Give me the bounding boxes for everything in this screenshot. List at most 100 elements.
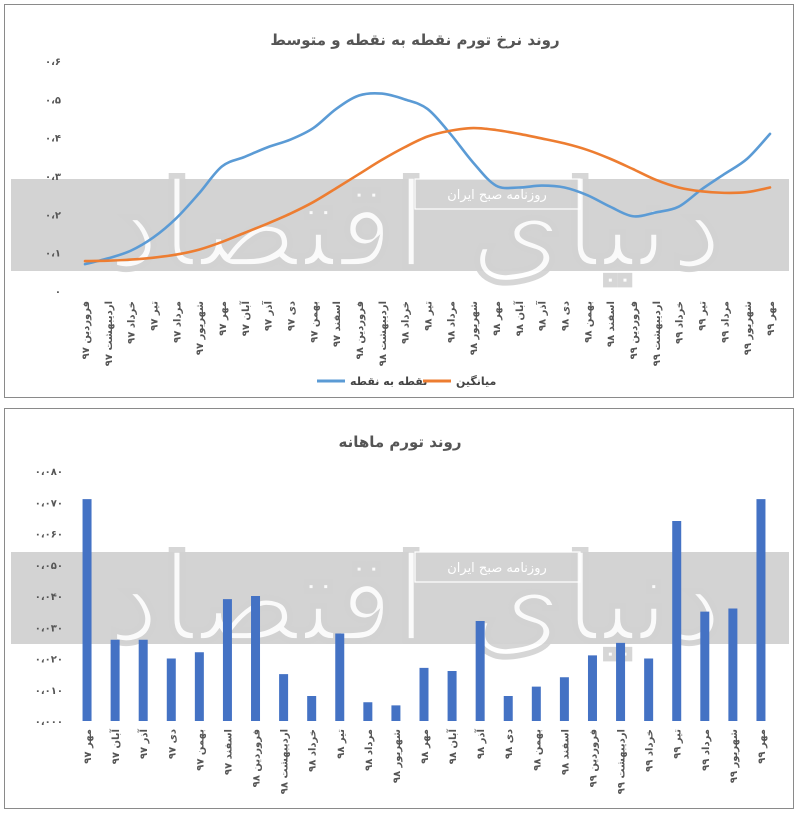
bar [391,705,401,721]
y-tick-label: ۰،۳ [45,172,61,183]
bar [559,677,569,721]
bar [728,608,738,721]
bar [587,655,597,721]
y-axis-ticks: ۰ ۰،۱ ۰،۲ ۰،۳ ۰،۴ ۰،۵ ۰،۶ [45,57,61,298]
y-tick-label: ۰،۰۸۰ [35,467,63,478]
bar [644,658,654,721]
y-tick-label: ۰ [55,287,61,298]
bars [82,499,766,721]
x-tick-label: اسفند ۹۸ [560,729,571,775]
x-tick-label: فروردین ۹۹ [588,729,599,787]
x-tick-label: بهمن ۹۸ [532,729,543,771]
y-tick-label: ۰،۵ [45,95,61,106]
line-chart: دنیای اقتصاد روزنامه صبح ایران روند نرخ … [11,31,789,388]
bar [194,652,204,721]
x-tick-label: خرداد ۹۸ [401,301,412,344]
watermark-source-box [414,178,581,210]
bar [419,667,429,721]
bar [363,702,373,721]
x-tick-label: مرداد ۹۹ [701,729,712,771]
x-tick-label: مهر ۹۷ [83,729,94,764]
bar [110,639,120,721]
watermark-source: روزنامه صبح ایران [447,188,547,203]
x-tick-label: اردیبهشت ۹۹ [617,729,628,794]
x-tick-label: اسفند ۹۷ [332,301,343,347]
x-tick-label: دی ۹۷ [167,729,178,759]
y-tick-label: ۰،۰۱۰ [35,686,63,697]
bar-chart: دنیای اقتصاد روزنامه صبح ایران روند تورم… [11,433,789,794]
watermark-band [11,552,789,644]
x-tick-label: شهریور ۹۸ [392,729,403,783]
x-tick-label: اردیبهشت ۹۹ [652,301,663,366]
x-tick-label: بهمن ۹۷ [309,301,320,343]
bar [672,521,682,721]
x-tick-label: آبان ۹۷ [239,300,252,336]
x-tick-label: تیر ۹۷ [150,301,161,331]
bar [82,499,92,721]
x-tick-label: بهمن ۹۸ [583,301,594,343]
x-tick-label: تیر ۹۸ [424,301,435,331]
bar-chart-title: روند تورم ماهانه [338,433,461,451]
x-tick-label: خرداد ۹۸ [308,729,319,772]
x-tick-label: شهریور ۹۷ [195,301,206,355]
line-chart-title: روند نرخ تورم نقطه به نقطه و متوسط [270,31,559,49]
bar [307,696,317,721]
x-tick-label: فروردین ۹۸ [252,729,263,787]
x-tick-label: خرداد ۹۹ [645,729,656,772]
x-tick-label: آبان ۹۷ [109,728,122,764]
x-tick-label: تیر ۹۹ [673,729,684,759]
x-tick-label: فروردین ۹۷ [81,301,92,359]
series-lines [83,91,772,266]
x-tick-label: خرداد ۹۷ [127,301,138,344]
series-line-point-to-point [83,91,772,266]
x-tick-label: مرداد ۹۹ [720,301,731,343]
x-tick-label: بهمن ۹۷ [195,729,206,771]
x-tick-label: فروردین ۹۸ [355,301,366,359]
bar-chart-panel: دنیای اقتصاد روزنامه صبح ایران روند تورم… [4,408,794,809]
y-tick-label: ۰،۶ [45,57,61,68]
y-tick-label: ۰،۰۲۰ [35,655,63,666]
y-tick-label: ۰،۰۷۰ [35,498,63,509]
watermark-logo: دنیای اقتصاد [107,155,723,296]
x-tick-label: اردیبهشت ۹۸ [280,729,291,794]
x-tick-label: مهر ۹۸ [420,729,431,764]
x-tick-label: اردیبهشت ۹۷ [104,301,115,366]
bar [475,621,485,721]
x-tick-label: مهر ۹۷ [218,301,229,336]
y-tick-label: ۰،۰۵۰ [35,561,63,572]
x-tick-label: شهریور ۹۹ [743,301,754,355]
series-line-average [83,126,772,263]
x-tick-label: آذر ۹۷ [262,300,275,331]
bar [756,499,766,721]
y-tick-label: ۰،۰۶۰ [35,530,63,541]
line-chart-panel: دنیای اقتصاد روزنامه صبح ایران روند نرخ … [4,4,794,398]
x-tick-label: شهریور ۹۹ [729,729,740,783]
x-tick-label: آذر ۹۷ [137,728,150,759]
legend-label-point: نقطه به نقطه [350,375,427,388]
x-tick-label: مرداد ۹۸ [446,301,457,343]
x-tick-label: مرداد ۹۷ [172,301,183,343]
x-tick-label: مرداد ۹۸ [364,729,375,771]
watermark-band [11,179,789,271]
bar [447,671,457,721]
bar [531,686,541,721]
x-tick-label: آذر ۹۸ [536,300,549,331]
y-tick-label: ۰،۰۰۰ [35,717,63,728]
bar [616,642,626,721]
bar [335,633,345,721]
bar [166,658,176,721]
x-tick-label: دی ۹۷ [287,301,298,331]
bar [251,596,261,721]
x-tick-label: تیر ۹۸ [336,729,347,759]
x-tick-label: مهر ۹۹ [766,301,777,336]
x-tick-label: آذر ۹۸ [474,728,487,759]
bar [279,674,289,721]
bar [503,696,513,721]
y-tick-label: ۰،۰۳۰ [35,623,63,634]
x-tick-label: مهر ۹۸ [492,301,503,336]
x-axis-ticks: مهر ۹۷ آبان ۹۷ آذر ۹۷ دی ۹۷ بهمن ۹۷ اسفند ۹۷ ف… [83,728,768,794]
bar [138,639,148,721]
x-tick-label: آبان ۹۸ [513,300,526,336]
legend-label-average: میانگین [456,375,496,388]
x-tick-label: فروردین ۹۹ [629,301,640,359]
